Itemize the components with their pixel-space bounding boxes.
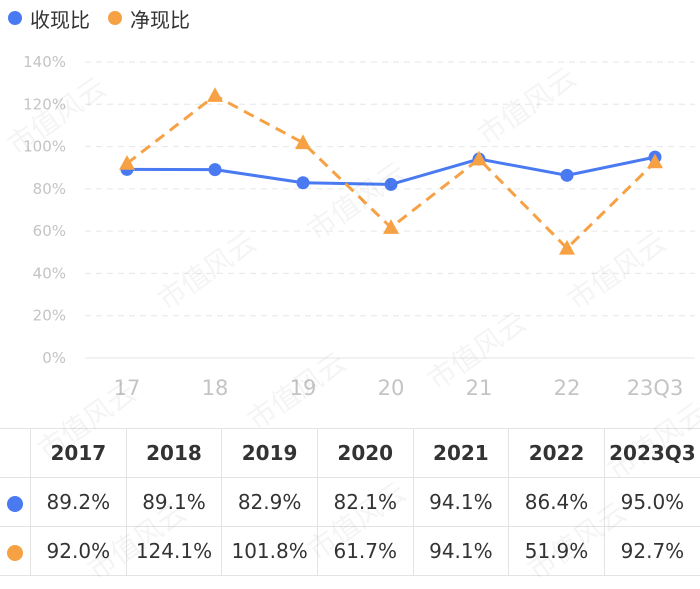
y-tick-label: 100% xyxy=(23,138,66,156)
table-header-corner xyxy=(0,428,31,478)
x-tick-label: 20 xyxy=(378,376,405,400)
table-header-cell: 2020 xyxy=(316,428,414,478)
table-cell: 92.0% xyxy=(30,526,127,576)
data-point xyxy=(559,239,575,255)
x-tick-label: 23Q3 xyxy=(627,376,684,400)
y-tick-label: 60% xyxy=(33,222,66,240)
table-cell: 86.4% xyxy=(508,477,605,527)
data-point xyxy=(383,219,399,234)
table-cell: 92.7% xyxy=(603,526,700,576)
data-point xyxy=(647,153,663,169)
row-marker-cell xyxy=(0,526,31,576)
table-cell: 94.1% xyxy=(412,477,510,527)
table-cell: 124.1% xyxy=(125,526,223,576)
y-tick-label: 120% xyxy=(23,95,66,113)
table-cell: 61.7% xyxy=(316,526,414,576)
data-point xyxy=(119,155,135,170)
table-cell: 89.2% xyxy=(30,477,127,527)
table-cell: 51.9% xyxy=(508,526,605,576)
line-chart: 0% 20% 40% 60% 80% 100% 120% 140% 17 18 19 20 21 22 23… xyxy=(23,53,695,400)
legend-label: 收现比 xyxy=(30,7,90,32)
data-point xyxy=(208,163,222,177)
x-tick-label: 22 xyxy=(554,376,581,400)
table-cell: 82.9% xyxy=(221,477,318,527)
legend-marker-orange xyxy=(108,11,122,25)
table-cell: 82.1% xyxy=(316,477,414,527)
table-header-cell: 2019 xyxy=(221,428,318,478)
table-cell: 94.1% xyxy=(412,526,510,576)
data-point xyxy=(560,168,574,182)
series-color-dot xyxy=(7,495,23,512)
data-table: 2017 2018 2019 2020 2021 2022 2023Q3 89.… xyxy=(0,428,700,576)
y-tick-label: 140% xyxy=(23,53,66,71)
table-header-cell: 2018 xyxy=(125,428,223,478)
data-point xyxy=(296,176,310,190)
y-tick-label: 40% xyxy=(33,264,66,282)
row-marker-cell xyxy=(0,477,31,527)
x-tick-label: 17 xyxy=(114,376,141,400)
table-cell: 95.0% xyxy=(603,477,700,527)
y-tick-label: 0% xyxy=(42,349,66,367)
legend-marker-blue xyxy=(8,11,22,25)
data-point xyxy=(295,134,311,150)
legend-label: 净现比 xyxy=(130,7,190,32)
data-point xyxy=(471,150,487,166)
y-tick-label: 20% xyxy=(33,307,66,325)
table-header-cell: 2021 xyxy=(412,428,510,478)
table-header-cell: 2017 xyxy=(30,428,127,478)
table-cell: 101.8% xyxy=(221,526,318,576)
chart-legend: 收现比 净现比 xyxy=(8,2,190,34)
table-cell: 89.1% xyxy=(125,477,223,527)
table-header-cell: 2022 xyxy=(508,428,605,478)
series-color-dot xyxy=(7,544,23,561)
x-tick-label: 18 xyxy=(202,376,229,400)
x-tick-label: 21 xyxy=(466,376,493,400)
table-row: 92.0% 124.1% 101.8% 61.7% 94.1% 51.9% 92… xyxy=(0,526,700,576)
data-point xyxy=(384,177,398,191)
table-row: 89.2% 89.1% 82.9% 82.1% 94.1% 86.4% 95.0… xyxy=(0,477,700,527)
legend-item-net-cash-ratio[interactable]: 净现比 xyxy=(108,4,190,33)
legend-item-cash-collection-ratio[interactable]: 收现比 xyxy=(8,4,90,33)
table-header-row: 2017 2018 2019 2020 2021 2022 2023Q3 xyxy=(0,428,700,478)
data-point xyxy=(207,87,223,102)
y-tick-label: 80% xyxy=(33,180,66,198)
x-tick-label: 19 xyxy=(290,376,317,400)
table-header-cell: 2023Q3 xyxy=(603,428,700,478)
